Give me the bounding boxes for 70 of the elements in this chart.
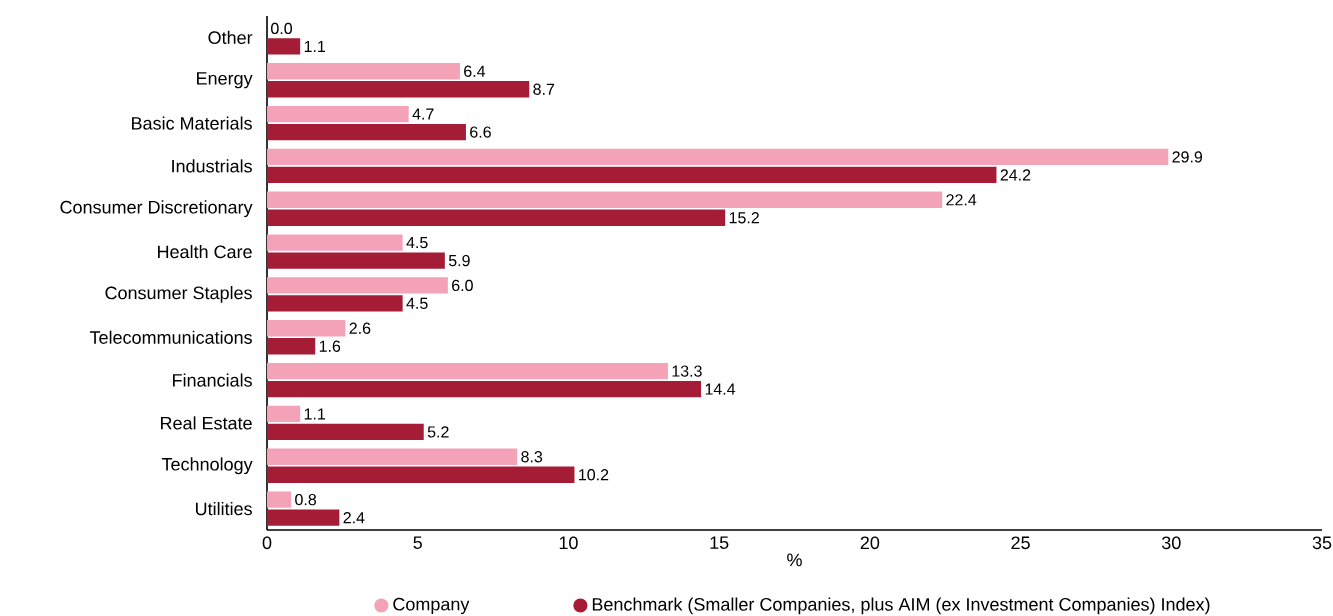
data-label: 6.4 <box>464 65 486 77</box>
data-label: 6.6 <box>470 126 491 138</box>
bar <box>267 380 702 398</box>
data-label: 10.2 <box>579 469 609 481</box>
bar <box>267 191 943 208</box>
data-label: 5.2 <box>427 426 449 438</box>
bar <box>267 252 445 269</box>
bar <box>267 405 301 423</box>
data-label: 2.6 <box>349 322 371 334</box>
y-tick-label: Real Estate <box>161 416 252 430</box>
data-label: 2.4 <box>343 512 365 524</box>
bar <box>267 338 316 355</box>
bar <box>267 320 346 337</box>
data-label: 22.4 <box>946 194 977 206</box>
x-tick-label: 15 <box>710 536 729 549</box>
bar <box>267 105 409 123</box>
bar <box>267 295 403 312</box>
data-label: 4.5 <box>406 237 428 249</box>
y-tick-label: Consumer Staples <box>105 286 252 303</box>
x-tick-label: 35 <box>1312 536 1332 550</box>
data-label: 8.7 <box>533 83 555 95</box>
y-tick-label: Utilities <box>195 501 252 516</box>
data-label: 0.8 <box>295 493 317 506</box>
data-label: 4.7 <box>412 108 434 120</box>
x-tick-label: 10 <box>559 536 578 550</box>
bar <box>267 362 668 380</box>
y-tick-label: Telecommunications <box>89 330 252 344</box>
data-label: 5.9 <box>448 254 470 267</box>
data-label: 24.2 <box>1000 169 1031 181</box>
data-label: 14.4 <box>705 383 736 395</box>
bar <box>267 423 424 441</box>
bar <box>267 277 448 294</box>
bar <box>267 448 518 465</box>
x-tick-label: 30 <box>1161 536 1181 550</box>
x-tick-label: 0 <box>262 536 272 550</box>
bar <box>267 209 726 226</box>
bar <box>267 234 403 251</box>
x-axis-title: % <box>787 553 802 567</box>
data-label: 13.3 <box>672 365 702 377</box>
data-label: 4.5 <box>406 297 428 309</box>
x-tick-label: 20 <box>860 536 880 550</box>
bar <box>267 123 466 141</box>
data-label: 0.0 <box>271 22 293 35</box>
y-tick-label: Financials <box>173 373 252 387</box>
bar <box>267 63 460 80</box>
bar <box>267 38 301 55</box>
data-label: 6.0 <box>452 279 473 292</box>
data-label: 1.1 <box>304 40 326 52</box>
legend-label: Company <box>393 597 470 615</box>
data-label: 29.9 <box>1172 151 1203 163</box>
bar <box>267 148 1169 166</box>
data-label: 1.1 <box>304 408 326 420</box>
y-tick-label: Health Care <box>158 244 252 259</box>
bar <box>267 509 340 526</box>
y-tick-label: Basic Materials <box>132 116 252 130</box>
y-tick-label: Consumer Discretionary <box>60 200 253 218</box>
data-label: 1.6 <box>319 340 341 352</box>
data-label: 15.2 <box>729 212 759 224</box>
y-tick-label: Other <box>208 30 253 45</box>
y-tick-label: Energy <box>197 72 253 89</box>
x-tick-label: 5 <box>413 536 422 549</box>
bar <box>267 81 530 98</box>
y-tick-label: Industrials <box>172 159 252 173</box>
x-tick-label: 25 <box>1011 536 1030 550</box>
bar <box>267 166 997 184</box>
legend-label: Benchmark (Smaller Companies, plus AIM (ex Investment Companies) Index) <box>592 597 1210 615</box>
y-tick-label: Technology <box>161 457 253 475</box>
bar <box>267 491 292 508</box>
bar <box>267 466 575 483</box>
data-label: 8.3 <box>521 451 543 463</box>
